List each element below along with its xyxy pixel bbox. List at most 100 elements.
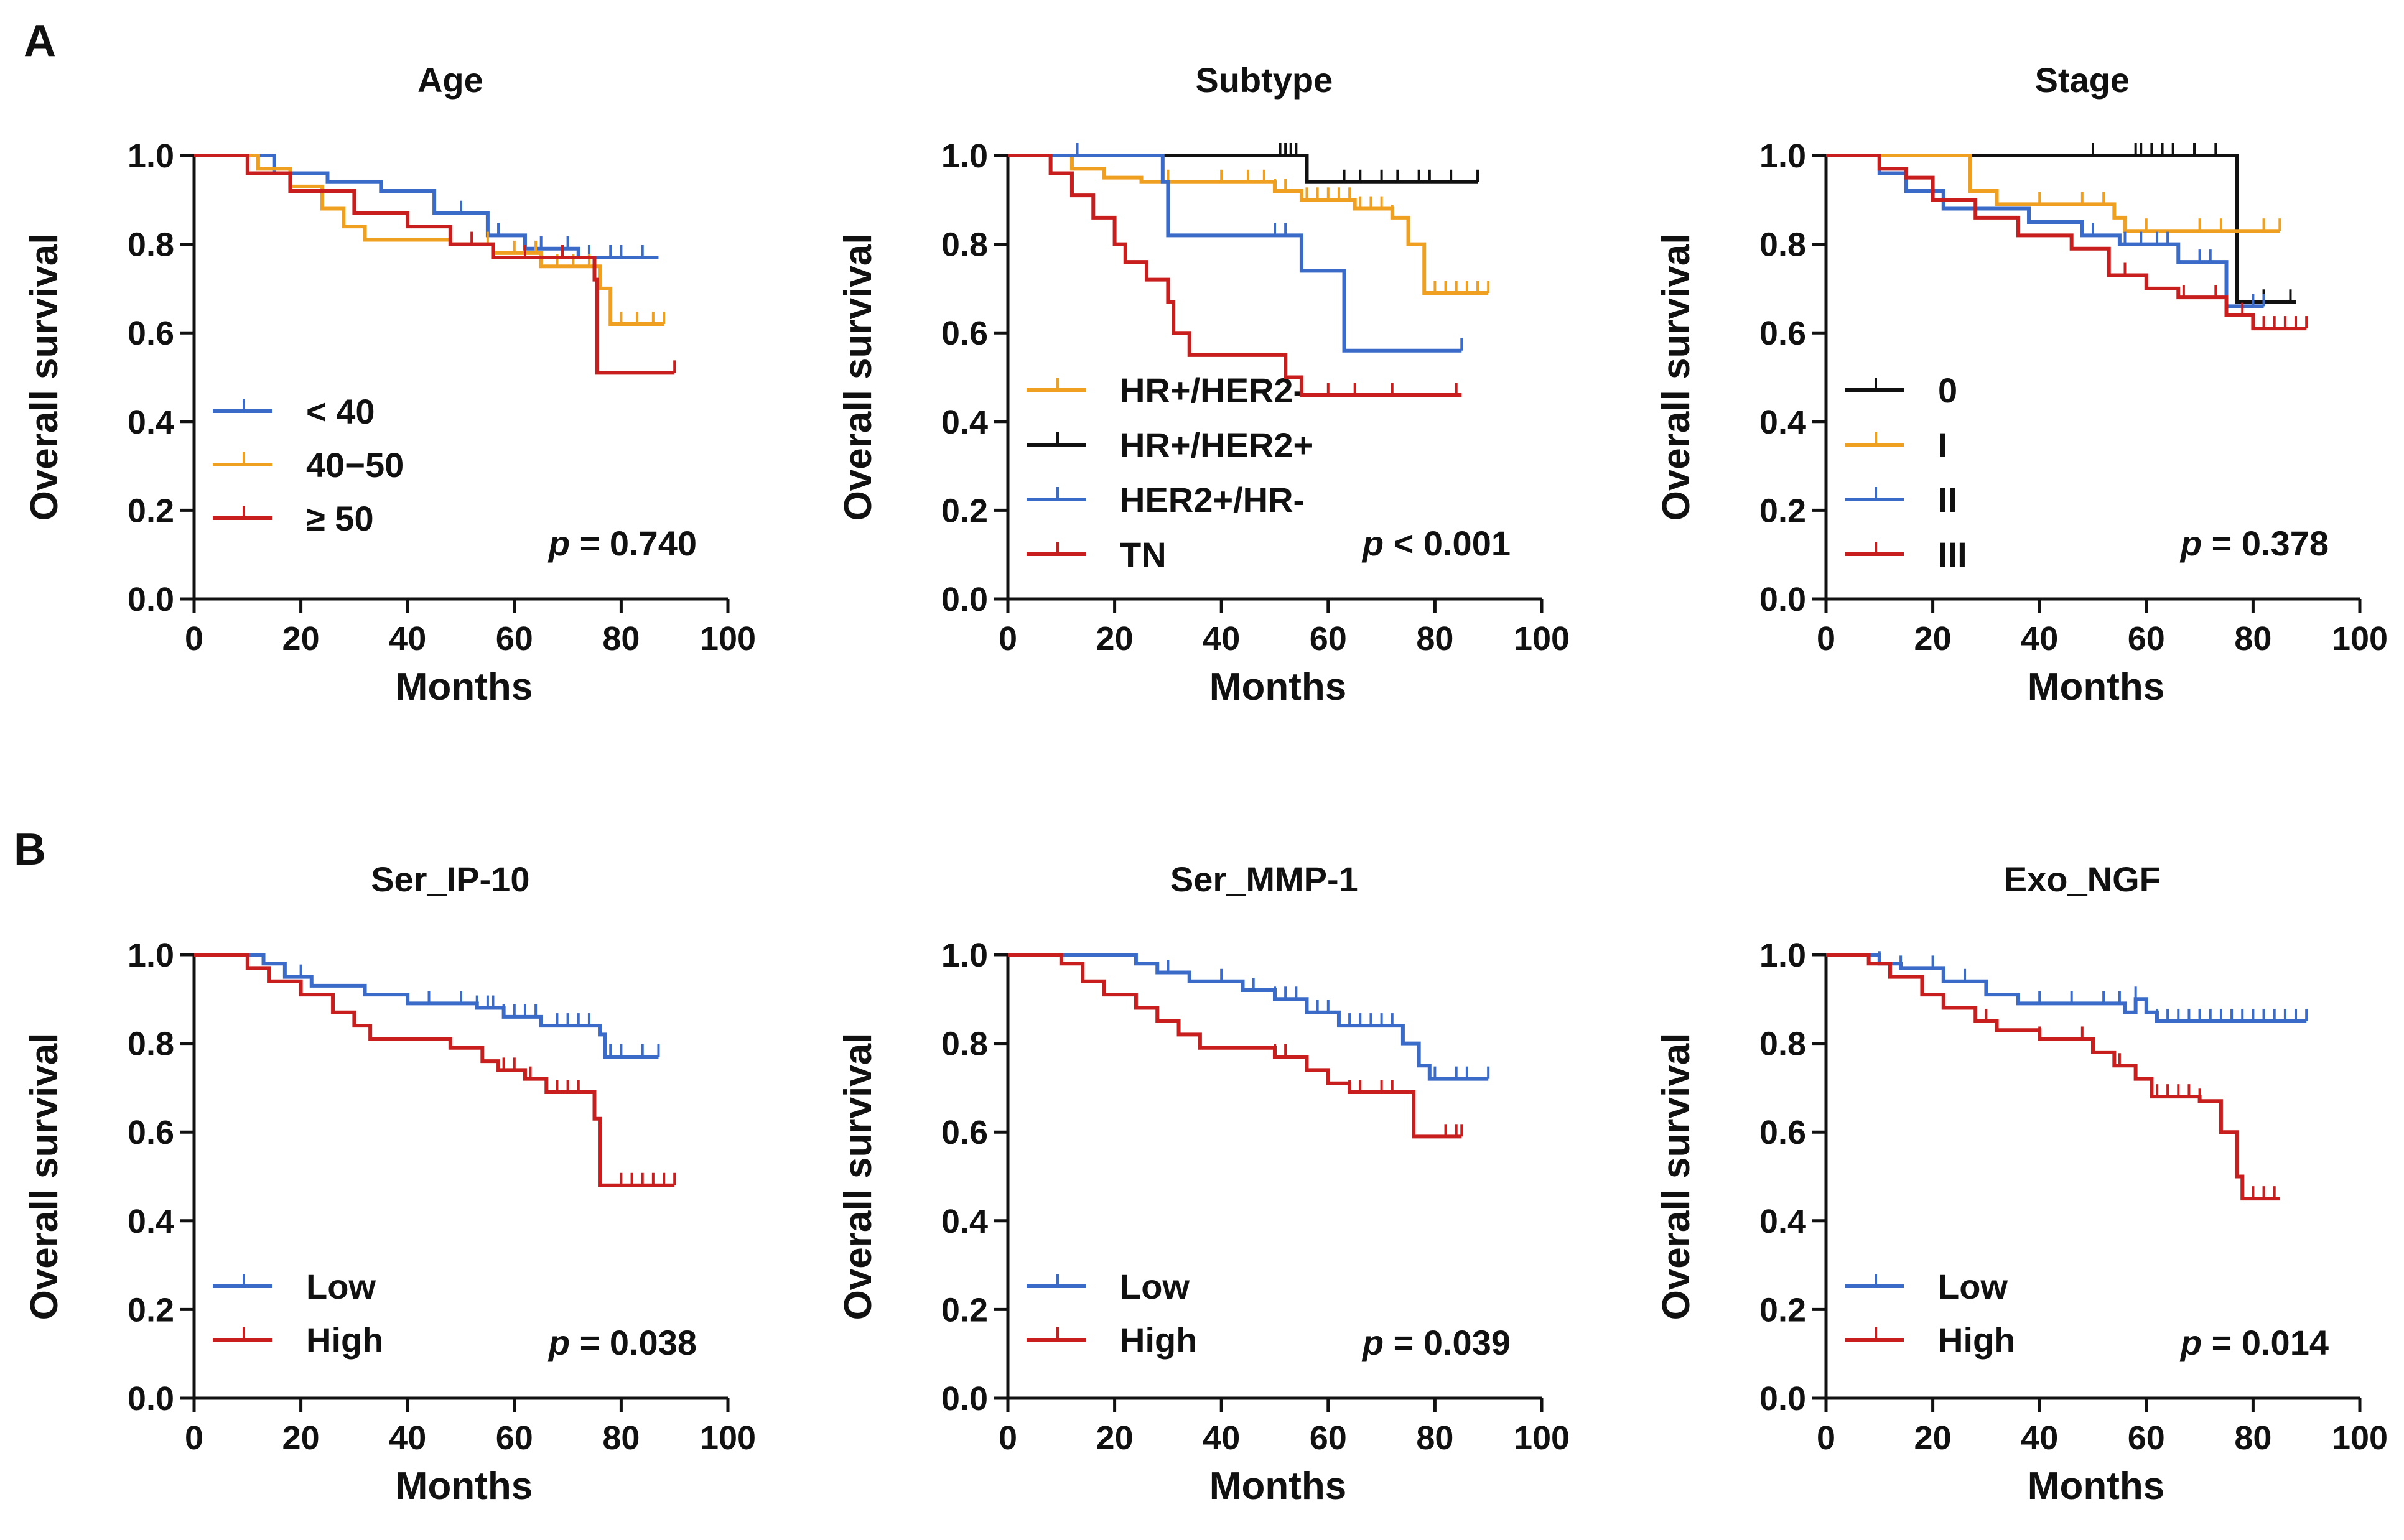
legend-label: ≥ 50 [306,499,374,538]
chart-6: Exo_NGF 0.0 0.2 0.4 0.6 0.8 1.0 0 20 40 60 80 100 Mon… [1655,860,2388,1508]
y-tick-label: 0.8 [941,1026,988,1063]
y-tick-label: 0.4 [128,1203,174,1240]
x-axis-label: Months [1209,1465,1346,1508]
survival-curve [1008,154,1462,397]
chart-title: Ser_MMP-1 [1170,860,1358,899]
x-tick-label: 20 [282,1419,320,1457]
y-tick-label: 0.0 [128,581,174,618]
survival-curve [194,154,675,375]
survival-curve [194,154,664,326]
x-tick-label: 80 [602,1419,640,1457]
p-symbol: p [2179,524,2202,563]
y-tick-label: 0.4 [941,404,988,441]
y-tick-label: 0.2 [941,1291,988,1329]
y-tick-label: 0.4 [941,1203,988,1240]
p-value: p < 0.001 [1361,524,1511,563]
y-tick-label: 0.2 [1759,1291,1806,1329]
x-tick-label: 100 [1514,1419,1570,1457]
x-tick-label: 40 [2021,620,2058,657]
p-symbol: p [1361,1323,1384,1362]
y-tick-label: 0.4 [1759,1203,1806,1240]
x-tick-label: 80 [1416,620,1453,657]
x-axis-label: Months [2028,1465,2164,1508]
y-tick-label: 0.4 [1759,404,1806,441]
chart-title: Subtype [1195,60,1333,100]
p-symbol: p [2179,1323,2202,1362]
survival-curve [194,154,659,259]
x-tick-label: 20 [282,620,320,657]
legend-label: High [1938,1320,2015,1360]
chart-5: Ser_MMP-1 0.0 0.2 0.4 0.6 0.8 1.0 0 20 40 60 80 100 M… [837,860,1570,1508]
x-tick-label: 100 [1514,620,1570,657]
legend-label: TN [1120,535,1167,574]
x-tick-label: 60 [1310,1419,1347,1457]
survival-curve [1826,953,2280,1201]
p-value-text: = 0.038 [570,1323,697,1362]
p-value-text: = 0.014 [2202,1323,2329,1362]
survival-curve [194,953,675,1187]
legend-label: High [1120,1320,1197,1360]
y-axis-label: Overall survival [1655,234,1698,521]
y-tick-label: 0.0 [128,1380,174,1417]
legend-label: 40−50 [306,445,404,485]
x-tick-label: 80 [1416,1419,1453,1457]
p-value-text: = 0.740 [570,524,697,563]
y-axis-label: Overall survival [1655,1033,1698,1320]
x-tick-label: 0 [999,1419,1017,1457]
x-tick-label: 60 [1310,620,1347,657]
chart-3: Stage 0.0 0.2 0.4 0.6 0.8 1.0 0 20 40 60 80 100 Month… [1655,60,2388,708]
y-tick-label: 0.8 [128,226,174,264]
y-tick-label: 0.6 [128,315,174,352]
y-tick-label: 0.6 [128,1114,174,1151]
survival-curve [1826,154,2280,233]
legend-label: 0 [1938,371,1957,410]
y-tick-label: 1.0 [128,137,174,175]
charts-container: Age 0.0 0.2 0.4 0.6 0.8 1.0 0 20 40 60 80 100 Months O… [23,60,2388,1508]
x-tick-label: 40 [389,620,426,657]
chart-title: Ser_IP-10 [371,860,529,899]
y-tick-label: 0.4 [128,404,174,441]
legend-label: HR+/HER2+ [1120,425,1313,465]
y-tick-label: 0.8 [128,1026,174,1063]
panel-label-a: A [24,16,56,66]
x-axis-label: Months [2028,666,2164,708]
x-tick-label: 20 [1914,1419,1952,1457]
x-tick-label: 0 [1817,1419,1835,1457]
x-tick-label: 60 [496,1419,533,1457]
survival-curve [1008,154,1462,353]
y-tick-label: 1.0 [128,937,174,974]
y-tick-label: 0.6 [941,315,988,352]
p-symbol: p [547,1323,570,1362]
x-tick-label: 40 [1203,620,1240,657]
p-value-text: < 0.001 [1384,524,1511,563]
survival-curve [1826,154,2296,304]
x-tick-label: 20 [1096,620,1134,657]
x-tick-label: 60 [2128,620,2165,657]
p-symbol: p [1361,524,1384,563]
y-tick-label: 0.6 [1759,315,1806,352]
x-tick-label: 40 [389,1419,426,1457]
y-tick-label: 0.8 [1759,1026,1806,1063]
y-tick-label: 0.2 [1759,492,1806,529]
x-axis-label: Months [396,1465,533,1508]
chart-title: Stage [2035,60,2130,100]
legend-label: HER2+/HR- [1120,480,1305,519]
y-axis-label: Overall survival [23,1033,66,1320]
legend-label: < 40 [306,392,375,431]
x-tick-label: 100 [2332,1419,2388,1457]
p-value: p = 0.014 [2179,1323,2329,1362]
y-tick-label: 0.0 [1759,581,1806,618]
legend-label: Low [1938,1267,2008,1306]
p-value-text: = 0.378 [2202,524,2329,563]
chart-1: Age 0.0 0.2 0.4 0.6 0.8 1.0 0 20 40 60 80 100 Months O… [23,60,756,708]
y-tick-label: 0.0 [941,1380,988,1417]
x-tick-label: 80 [2234,620,2271,657]
x-tick-label: 80 [602,620,640,657]
y-tick-label: 1.0 [1759,937,1806,974]
legend-label: HR+/HER2- [1120,371,1305,410]
y-tick-label: 0.0 [941,581,988,618]
p-value: p = 0.038 [547,1323,697,1362]
y-tick-label: 0.8 [941,226,988,264]
x-tick-label: 80 [2234,1419,2271,1457]
